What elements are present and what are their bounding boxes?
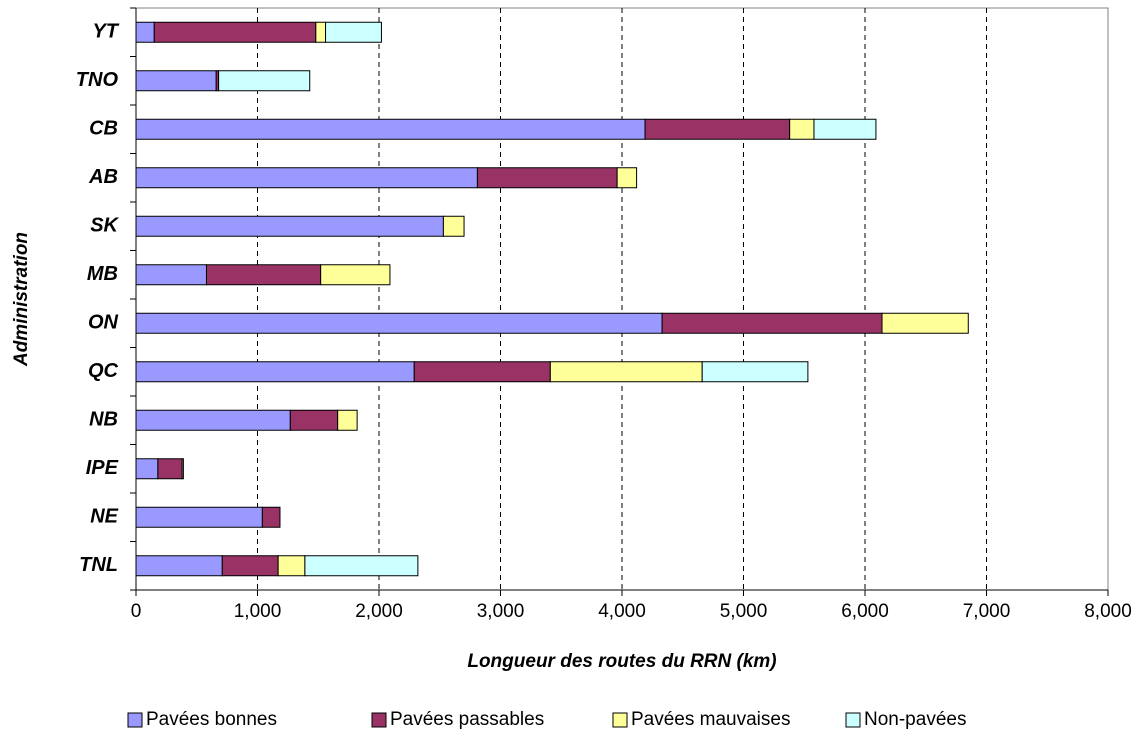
bar-segment <box>135 555 223 577</box>
bar-segment <box>135 506 263 528</box>
bar-segment <box>135 361 415 383</box>
legend-swatch <box>845 712 861 728</box>
y-tick-label: MB <box>87 263 118 285</box>
bar-segment <box>320 264 391 286</box>
bar-segment <box>135 215 444 237</box>
x-tick-label: 7,000 <box>963 601 1011 622</box>
legend-swatch <box>127 712 143 728</box>
y-tick-label: NB <box>89 409 118 431</box>
x-tick-label: 6,000 <box>841 601 889 622</box>
x-tick-label: 4,000 <box>598 601 646 622</box>
x-tick-label: 3,000 <box>477 601 525 622</box>
bar-segment <box>476 167 618 189</box>
bar-segment <box>135 118 646 140</box>
bar-segment <box>289 409 339 431</box>
bar-segment <box>881 312 969 334</box>
bar-segment <box>135 264 207 286</box>
x-tick-label: 0 <box>131 601 142 622</box>
x-tick-label: 2,000 <box>355 601 403 622</box>
y-tick-label: YT <box>92 21 119 43</box>
bar-segment <box>413 361 551 383</box>
legend-label: Pavées bonnes <box>146 709 277 730</box>
bar-segment <box>135 167 478 189</box>
bar-segment <box>337 409 358 431</box>
legend-label: Pavées passables <box>390 709 544 730</box>
bar-segment <box>261 506 281 528</box>
bar-segment <box>135 70 217 92</box>
bar-segment <box>157 458 183 480</box>
bar-segment <box>644 118 791 140</box>
legend-label: Non-pavées <box>864 709 966 730</box>
y-tick-label: NE <box>90 506 118 528</box>
y-tick-label: SK <box>90 215 119 237</box>
legend-swatch <box>371 712 387 728</box>
bar-segment <box>135 458 159 480</box>
x-axis-title: Longueur des routes du RRN (km) <box>467 651 776 672</box>
bar-segment <box>153 21 317 43</box>
bar-segment <box>277 555 306 577</box>
legend-swatch <box>612 712 628 728</box>
x-tick-label: 1,000 <box>234 601 282 622</box>
y-tick-label: TNL <box>79 554 118 576</box>
y-tick-label: TNO <box>76 69 119 91</box>
bar-segment <box>135 409 291 431</box>
bar-segment <box>549 361 703 383</box>
bar-segment <box>304 555 419 577</box>
y-axis-title: Administration <box>11 232 32 367</box>
x-tick-label: 8,000 <box>1084 601 1132 622</box>
bar-segment <box>325 21 382 43</box>
bar-segment <box>205 264 322 286</box>
bar-segment <box>813 118 877 140</box>
bar-segment <box>218 70 311 92</box>
bar-segment <box>789 118 815 140</box>
x-tick-label: 5,000 <box>720 601 768 622</box>
bar-segment <box>315 21 327 43</box>
y-tick-label: IPE <box>86 457 119 479</box>
y-tick-label: AB <box>88 166 118 188</box>
bar-segment <box>442 215 465 237</box>
y-tick-label: QC <box>88 360 119 382</box>
bar-segment <box>221 555 279 577</box>
bar-segment <box>181 458 184 480</box>
bar-segment <box>135 312 663 334</box>
bar-segment <box>616 167 638 189</box>
y-tick-label: ON <box>88 312 119 334</box>
legend-label: Pavées mauvaises <box>631 709 790 730</box>
y-tick-label: CB <box>89 118 118 140</box>
bar-segment <box>661 312 883 334</box>
bar-segment <box>701 361 809 383</box>
bar-segment <box>135 21 155 43</box>
